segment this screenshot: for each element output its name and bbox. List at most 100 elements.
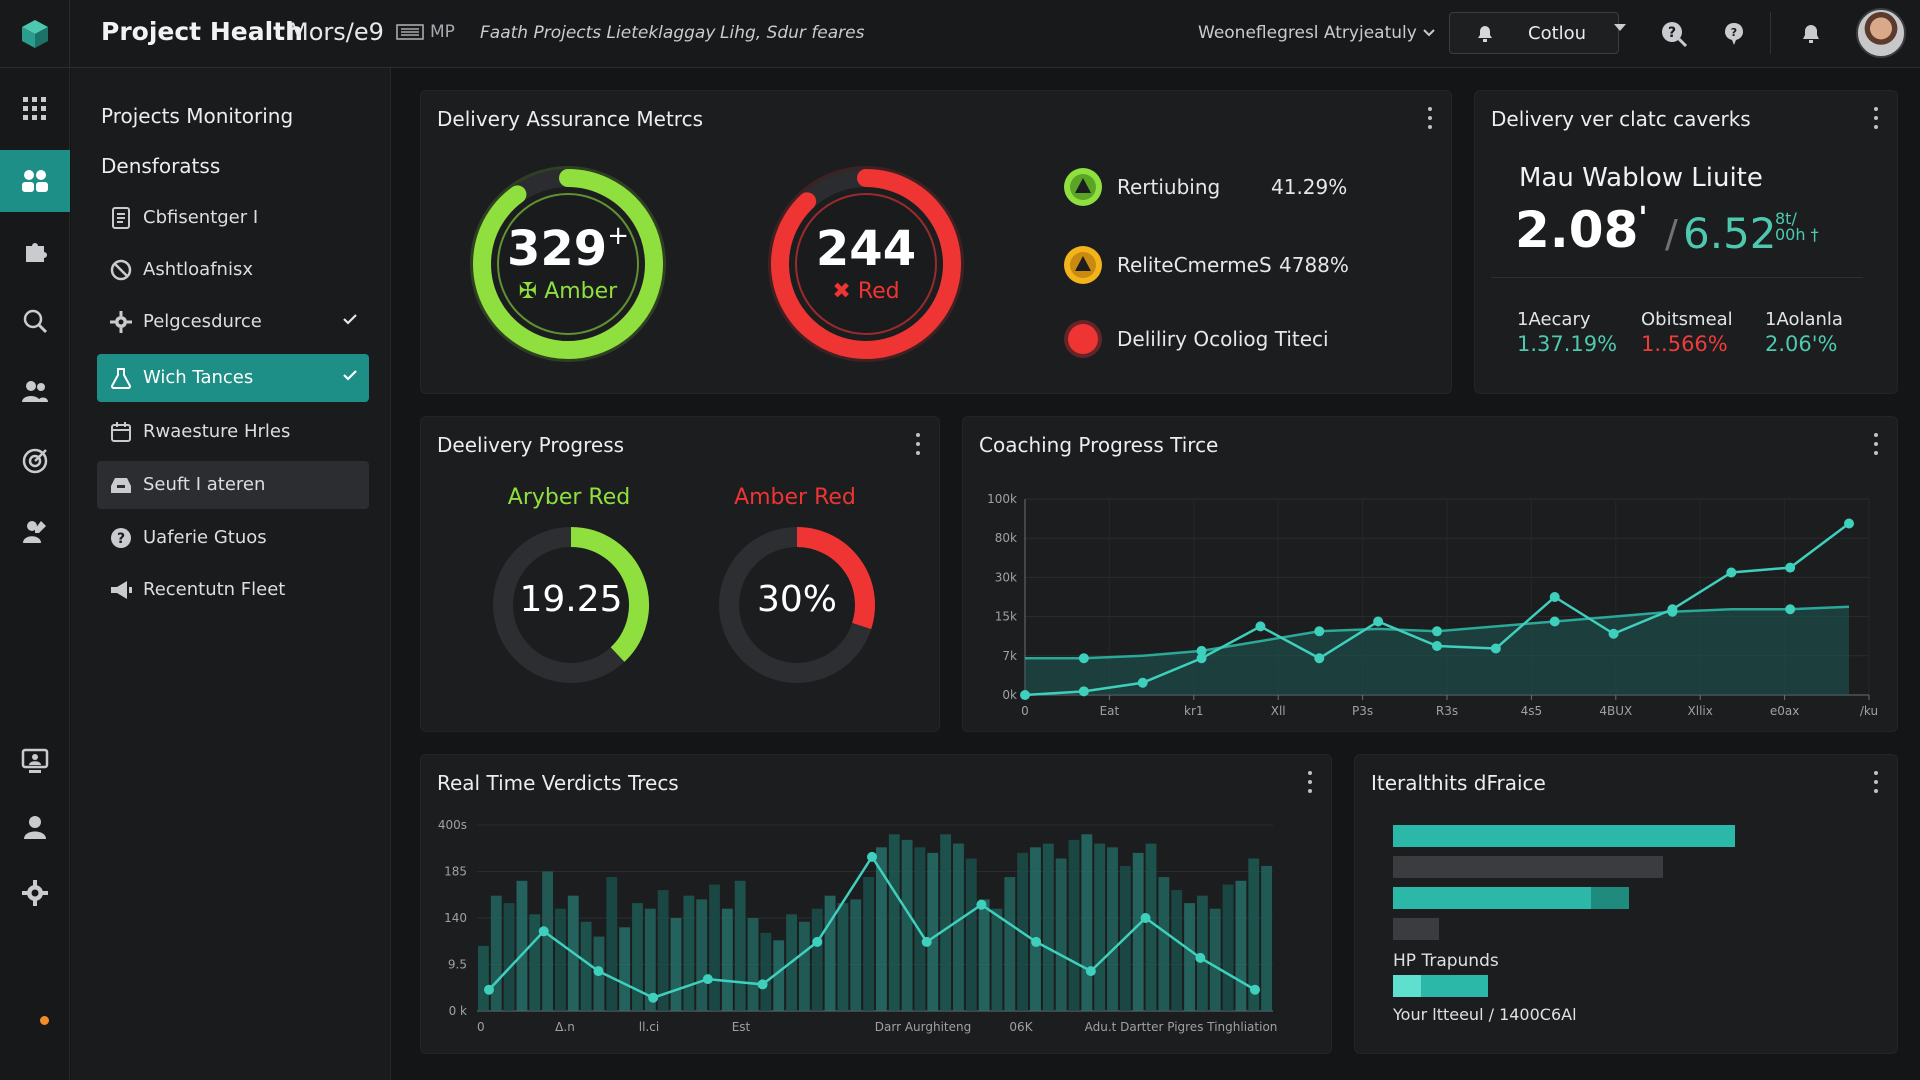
health-small-bar-cap — [1393, 975, 1421, 997]
more-menu-icon[interactable] — [1303, 771, 1317, 793]
more-menu-icon[interactable] — [1869, 107, 1883, 129]
bell-icon — [1478, 26, 1492, 42]
sidebar-item-label: Wich Tances — [143, 367, 254, 388]
rail-puzzle[interactable] — [0, 220, 70, 282]
sidebar-item-3[interactable]: Pelgcesdurce — [97, 298, 369, 346]
sidebar-item-2[interactable]: Ashtloafnisx — [97, 246, 369, 294]
gear-icon — [109, 310, 133, 334]
amber-triangle-icon — [1064, 246, 1102, 284]
coaching-panel: Coaching Progress Tirce 100k 80k 30k 15k 7k 0… — [962, 416, 1898, 732]
bar — [542, 871, 554, 1011]
help-icon[interactable]: ? — [1718, 18, 1750, 50]
app-logo[interactable] — [0, 0, 70, 68]
red-ring-glow — [768, 166, 964, 362]
red-ring-arc — [771, 169, 961, 359]
rail-person-edit[interactable] — [0, 500, 70, 562]
inbox-icon — [109, 473, 133, 497]
sidebar-subheading: Densforatss — [101, 154, 221, 178]
sidebar-item-label: Uaferie Gtuos — [143, 527, 267, 548]
amber-ring-value: 329+ — [507, 221, 629, 277]
data-point — [1078, 686, 1089, 697]
caveats-panel: Delivery ver clatc caverks Mau Wablow Li… — [1474, 90, 1898, 394]
legend-row-1: Rertiubing — [1063, 167, 1220, 207]
sub-metric-1: 1Aecary 1.37.19% — [1517, 309, 1618, 356]
nav-link-features[interactable]: Lihg, Sdur feares — [720, 23, 865, 43]
x-tick-label: kr1 — [1184, 704, 1204, 718]
amber-progress-arc — [570, 527, 649, 662]
bar — [773, 940, 785, 1011]
list-icon — [396, 24, 424, 40]
sidebar-item-6[interactable]: Seuft I ateren — [97, 461, 369, 509]
amber-ring-label: ✠ Amber — [518, 279, 618, 304]
legend-label: Deliliry Ocoliog Titeci — [1117, 327, 1329, 351]
more-menu-icon[interactable] — [1869, 771, 1883, 793]
amber-progress-value: 19.25 — [519, 579, 623, 620]
trend-point — [1085, 966, 1096, 977]
action-button[interactable]: Cotlou — [1449, 12, 1619, 54]
data-point — [1490, 643, 1501, 654]
bar — [927, 852, 939, 1011]
notification-dot — [40, 1016, 49, 1025]
y-tick-label: 400s — [438, 818, 467, 832]
sidebar-item-label: Rwaesture Hrles — [143, 421, 291, 442]
sidebar-item-1[interactable]: Cbfisentger I — [97, 194, 369, 242]
bar — [811, 908, 823, 1011]
sub-metric-3: 1Aolanla 2.06'% — [1765, 309, 1843, 356]
health-small-bar — [1393, 975, 1773, 997]
more-menu-icon[interactable] — [1423, 107, 1437, 129]
data-point — [1844, 518, 1854, 529]
rail-target[interactable] — [0, 430, 70, 492]
mp-label: MP — [430, 22, 455, 42]
sidebar-item-8[interactable]: Recentutn Fleet — [97, 566, 369, 614]
bar — [1171, 890, 1183, 1011]
x-tick-label: Xllix — [1688, 704, 1713, 718]
y-tick-label: 0 k — [449, 1004, 467, 1018]
rail-grid[interactable] — [0, 78, 70, 140]
trend-point — [484, 984, 494, 995]
bar — [965, 858, 977, 1011]
legend-row-3: Deliliry Ocoliog Titeci — [1063, 319, 1329, 359]
bar — [1004, 877, 1016, 1011]
bar — [1145, 843, 1157, 1011]
rail-users[interactable] — [0, 360, 70, 422]
health-bar — [1393, 887, 1591, 909]
mp-menu[interactable]: MP — [396, 22, 455, 42]
trend-point — [648, 992, 659, 1003]
red-ring-chart — [768, 166, 964, 362]
bar — [1055, 858, 1067, 1011]
workspace-select[interactable]: Weoneflegresl Atryjeatuly — [1198, 23, 1435, 43]
rail-search[interactable] — [0, 290, 70, 352]
sidebar-item-4[interactable]: Wich Tances — [97, 354, 369, 402]
more-menu-icon[interactable] — [911, 433, 925, 455]
rail-settings[interactable] — [0, 862, 70, 924]
data-point — [1667, 604, 1678, 615]
trend-point — [593, 966, 604, 977]
help-icon: ? — [109, 526, 133, 550]
notifications-icon[interactable] — [1795, 18, 1827, 50]
sidebar-item-5[interactable]: Rwaesture Hrles — [97, 408, 369, 456]
bar — [991, 908, 1003, 1011]
user-avatar[interactable] — [1856, 8, 1906, 58]
megaphone-icon — [109, 578, 133, 602]
search-icon — [23, 309, 48, 334]
nav-link-projects[interactable]: Faath Projects Lieteklaggay — [480, 23, 716, 43]
more-menu-icon[interactable] — [1869, 433, 1883, 455]
rail-team[interactable] — [0, 150, 70, 212]
bar — [478, 945, 489, 1011]
legend-value: 4788% — [1279, 253, 1349, 277]
help-search-icon[interactable]: ? — [1658, 18, 1690, 50]
sidebar-item-7[interactable]: ? Uaferie Gtuos — [97, 514, 369, 562]
trend-point — [1195, 952, 1206, 963]
bar — [1222, 884, 1234, 1011]
rail-monitor-user[interactable] — [0, 730, 70, 792]
red-progress-ring — [719, 527, 875, 683]
caret-down-icon[interactable] — [1614, 24, 1626, 32]
data-point — [1078, 653, 1089, 664]
app-subtitle: Mors/e9 — [288, 18, 384, 46]
rail-user[interactable] — [0, 796, 70, 858]
trend-point — [1250, 984, 1260, 995]
bar — [1209, 908, 1221, 1011]
legend-value: 41.29% — [1271, 175, 1348, 199]
bar — [670, 918, 682, 1011]
trend-point — [976, 899, 987, 910]
